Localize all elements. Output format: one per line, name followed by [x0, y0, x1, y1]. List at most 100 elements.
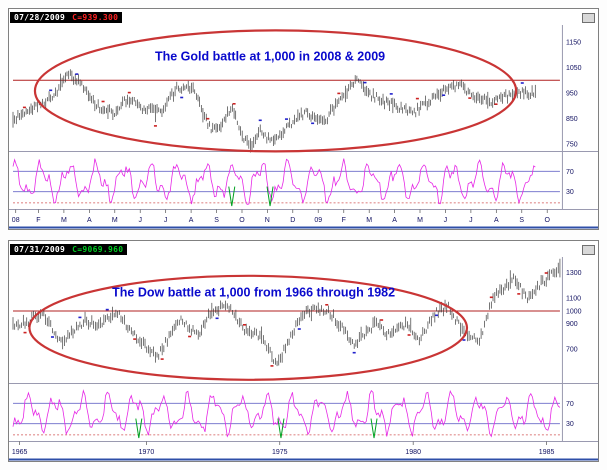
osc-tick-label: 70: [566, 401, 574, 408]
y-tick-label: 1050: [566, 65, 582, 72]
signal-marker: [435, 314, 439, 317]
signal-marker: [517, 293, 521, 295]
y-tick-label: 1150: [566, 40, 581, 47]
x-tick-label: M: [61, 217, 67, 224]
x-tick-label: J: [444, 217, 448, 224]
signal-marker: [489, 296, 493, 299]
signal-marker: [311, 122, 315, 125]
signal-marker: [49, 89, 53, 92]
signal-marker: [284, 118, 288, 120]
x-tick-label: M: [417, 217, 423, 224]
battle-ellipse: [33, 29, 518, 153]
gold-chart-panel: 07/28/2009 C=939.300 The Gold battle at …: [8, 8, 599, 230]
osc-tick-label: 70: [566, 169, 574, 176]
dow-chart-header: 07/31/2009 C=9069.960: [9, 241, 598, 257]
x-tick-label: M: [112, 217, 118, 224]
y-tick-label: 1300: [566, 270, 582, 277]
signal-marker: [325, 304, 329, 306]
signal-marker: [23, 331, 27, 334]
dow-chart-panel: 07/31/2009 C=9069.960 The Dow battle at …: [8, 240, 599, 462]
signal-marker: [160, 358, 164, 360]
green-spike: [266, 186, 274, 207]
x-tick-label: A: [392, 217, 397, 224]
chart-toolbar-icon[interactable]: [582, 244, 595, 255]
signal-marker: [258, 119, 262, 122]
signal-marker: [78, 316, 82, 319]
signal-marker: [105, 308, 109, 311]
x-tick-label: 1980: [405, 449, 421, 456]
x-tick-label: J: [138, 217, 142, 224]
signal-marker: [363, 81, 367, 84]
signal-marker: [232, 103, 236, 105]
signal-marker: [206, 117, 210, 120]
x-tick-label: M: [366, 217, 372, 224]
signal-marker: [180, 96, 184, 99]
signal-marker: [468, 97, 472, 99]
oscillator-line: [12, 158, 536, 205]
price-series: [12, 69, 536, 153]
signal-marker: [415, 97, 419, 100]
signal-marker: [389, 93, 393, 95]
x-tick-label: A: [87, 217, 92, 224]
signal-marker: [337, 92, 341, 95]
x-tick-label: O: [239, 217, 245, 224]
y-tick-label: 750: [566, 141, 578, 148]
y-tick-label: 1000: [566, 308, 582, 315]
x-tick-label: S: [519, 217, 524, 224]
battle-ellipse: [28, 274, 469, 381]
signal-marker: [297, 328, 301, 330]
gold-chart-header: 07/28/2009 C=939.300: [9, 9, 598, 25]
chart-date: 07/31/2009: [14, 245, 66, 254]
chart-toolbar-icon[interactable]: [582, 12, 595, 23]
x-tick-label: 08: [12, 217, 20, 224]
signal-marker: [75, 73, 79, 75]
x-tick-label: N: [265, 217, 270, 224]
quote-chip: 07/28/2009 C=939.300: [10, 12, 123, 23]
y-tick-label: 900: [566, 321, 578, 328]
signal-marker: [101, 100, 105, 103]
signal-marker: [133, 338, 137, 340]
x-tick-label: A: [494, 217, 499, 224]
x-tick-label: 1985: [539, 449, 555, 456]
signal-marker: [22, 106, 26, 109]
x-tick-label: S: [214, 217, 219, 224]
signal-marker: [127, 91, 131, 94]
green-spike: [228, 186, 236, 207]
osc-tick-label: 30: [566, 189, 574, 196]
green-spike: [370, 418, 378, 439]
quote-chip: 07/31/2009 C=9069.960: [10, 244, 128, 255]
chart-close-value: C=939.300: [72, 13, 119, 22]
x-tick-label: O: [544, 217, 550, 224]
signal-marker: [407, 334, 411, 336]
signal-marker: [544, 272, 548, 274]
y-tick-label: 700: [566, 347, 578, 354]
signal-marker: [215, 317, 219, 320]
green-spike: [277, 418, 285, 439]
x-tick-label: 1965: [12, 449, 28, 456]
x-tick-label: F: [36, 217, 40, 224]
signal-marker: [270, 365, 274, 367]
x-tick-label: J: [469, 217, 473, 224]
signal-marker: [442, 94, 446, 96]
dow-price-chart: The Dow battle at 1,000 from 1966 throug…: [9, 257, 598, 461]
signal-marker: [153, 125, 157, 127]
y-tick-label: 1100: [566, 296, 581, 303]
y-tick-label: 850: [566, 116, 578, 123]
x-tick-label: F: [342, 217, 346, 224]
signal-marker: [462, 339, 466, 341]
signal-marker: [50, 336, 54, 338]
x-tick-label: 1975: [272, 449, 288, 456]
signal-marker: [242, 324, 247, 326]
oscillator-line: [12, 389, 561, 438]
signal-marker: [380, 319, 384, 321]
green-spike: [135, 418, 143, 439]
chart-close-value: C=9069.960: [72, 245, 124, 254]
x-tick-label: A: [189, 217, 194, 224]
battle-annotation: The Dow battle at 1,000 from 1966 throug…: [112, 285, 395, 299]
chart-date: 07/28/2009: [14, 13, 66, 22]
gold-price-chart: The Gold battle at 1,000 in 2008 & 2009 1…: [9, 25, 598, 229]
y-tick-label: 950: [566, 91, 578, 98]
x-tick-label: J: [164, 217, 168, 224]
x-tick-label: 1970: [139, 449, 155, 456]
